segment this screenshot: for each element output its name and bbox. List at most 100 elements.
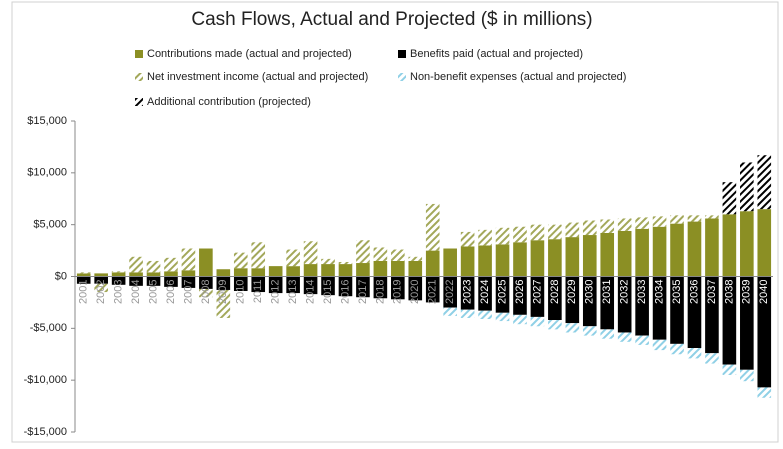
bar-segment (321, 276, 335, 296)
x-tick-label: 2022 (444, 280, 456, 304)
legend-swatch (135, 50, 143, 58)
bar-segment (513, 314, 527, 325)
bar-segment (705, 215, 719, 219)
bar-segment (303, 276, 318, 295)
bar-segment (565, 276, 580, 324)
bar-segment (460, 309, 475, 318)
bar-segment (268, 276, 283, 294)
y-tick-label: $10,000 (27, 167, 67, 179)
bar-segment (722, 276, 737, 365)
legend-swatch (135, 73, 143, 81)
x-tick-label: 2009 (217, 280, 229, 304)
y-tick-label: -$10,000 (24, 374, 67, 386)
bar-segment (600, 276, 615, 330)
x-tick-label: 2008 (200, 280, 212, 304)
bar-segment (548, 239, 562, 277)
x-tick-label: 2007 (182, 280, 194, 304)
bar-segment (635, 335, 649, 345)
bar-segment (356, 240, 370, 264)
bar-segment (129, 276, 143, 286)
bar-segment (635, 228, 649, 277)
bar-segment (181, 270, 196, 277)
x-tick-label: 2029 (566, 280, 578, 304)
bar-segment (216, 289, 231, 318)
bar-segment (722, 364, 737, 375)
bar-segment (582, 326, 597, 336)
bar-segment (478, 310, 492, 320)
bar-segment (321, 264, 335, 277)
bar-segment (705, 218, 719, 277)
bar-segment (565, 222, 580, 238)
bar-segment (478, 245, 492, 277)
bar-segment (391, 276, 405, 300)
x-tick-label: 2017 (357, 280, 369, 304)
bar-segment (94, 283, 108, 293)
bar-segment (495, 312, 510, 322)
bar-segment (181, 248, 196, 271)
bar-segment (338, 276, 353, 297)
chart-title: Cash Flows, Actual and Projected ($ in m… (191, 9, 592, 30)
bar-segment (356, 276, 370, 298)
bar-segment (373, 276, 388, 299)
bar-segment (495, 244, 510, 277)
bar-segment (687, 215, 702, 222)
bar-segment (146, 276, 161, 286)
bar-segment (740, 211, 754, 277)
x-tick-label: 2006 (165, 280, 177, 304)
y-tick-label: $15,000 (27, 115, 67, 127)
legend-swatch (398, 50, 406, 58)
x-tick-label: 2033 (636, 280, 648, 304)
x-tick-label: 2031 (601, 280, 613, 304)
bar-segment (233, 252, 248, 269)
x-tick-label: 2026 (514, 280, 526, 304)
bar-segment (705, 353, 719, 364)
bar-segment (181, 276, 196, 288)
bar-segment (652, 216, 667, 227)
bar-segment (740, 162, 754, 212)
bar-segment (617, 230, 632, 277)
bar-segment (617, 276, 632, 333)
bar-segment (582, 235, 597, 277)
bar-segment (199, 288, 213, 298)
bar-segment (146, 260, 161, 273)
bar-segment (757, 209, 772, 277)
x-tick-label: 2039 (741, 280, 753, 304)
bar-segment (443, 248, 457, 277)
legend-label: Non-benefit expenses (actual and project… (410, 71, 626, 83)
x-tick-label: 2037 (706, 280, 718, 304)
bar-segment (408, 256, 423, 261)
bar-segment (513, 242, 527, 277)
bar-segment (722, 214, 737, 277)
bar-segment (635, 276, 649, 336)
x-tick-label: 2027 (531, 280, 543, 304)
bar-segment (216, 276, 231, 290)
bar-segment (740, 369, 754, 382)
bar-segment (129, 272, 143, 277)
bar-segment (425, 203, 440, 251)
x-tick-label: 2023 (462, 280, 474, 304)
bar-segment (321, 258, 335, 265)
bar-segment (460, 231, 475, 247)
y-tick-label: -$15,000 (24, 426, 67, 438)
x-tick-label: 2028 (549, 280, 561, 304)
bar-segment (338, 261, 353, 265)
y-tick-label: $5,000 (33, 219, 67, 231)
x-tick-label: 2040 (758, 280, 770, 304)
bar-segment (408, 260, 423, 277)
bar-segment (94, 276, 108, 284)
y-tick-label: -$5,000 (30, 322, 67, 334)
bar-segment (391, 249, 405, 261)
bar-segment (513, 276, 527, 315)
x-tick-label: 2014 (304, 280, 316, 304)
bar-segment (111, 272, 126, 277)
bar-segment (460, 246, 475, 277)
bar-segment (478, 276, 492, 311)
legend-label: Contributions made (actual and projected… (147, 48, 352, 60)
bar-segment (164, 257, 178, 272)
bar-segment (76, 276, 91, 284)
bar-segment (129, 256, 143, 273)
x-tick-label: 2012 (270, 280, 282, 304)
bar-segment (617, 332, 632, 342)
bar-segment (391, 260, 405, 277)
